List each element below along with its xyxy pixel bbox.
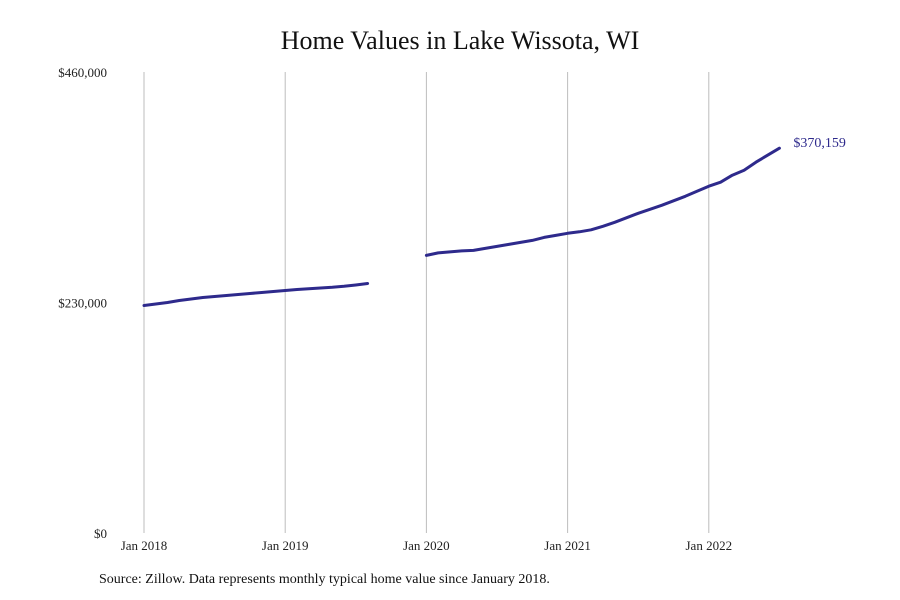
source-note: Source: Zillow. Data represents monthly … [99, 572, 550, 587]
grid-lines [143, 72, 710, 533]
y-tick-label: $230,000 [58, 296, 107, 311]
x-tick-label: Jan 2020 [403, 538, 450, 553]
x-tick-label: Jan 2021 [544, 538, 591, 553]
y-tick-label: $460,000 [58, 65, 107, 80]
end-value-label: $370,159 [793, 136, 846, 151]
x-axis: Jan 2018 Jan 2019 Jan 2020 Jan 2021 Jan 2022 [121, 538, 732, 553]
y-axis: $460,000 $230,000 $0 [58, 65, 107, 541]
series-line [142, 146, 781, 307]
chart-title: Home Values in Lake Wissota, WI [280, 26, 640, 55]
y-tick-label: $0 [94, 526, 107, 541]
x-tick-label: Jan 2022 [686, 538, 733, 553]
series-layer [142, 146, 781, 307]
x-tick-label: Jan 2019 [262, 538, 309, 553]
x-tick-label: Jan 2018 [121, 538, 168, 553]
